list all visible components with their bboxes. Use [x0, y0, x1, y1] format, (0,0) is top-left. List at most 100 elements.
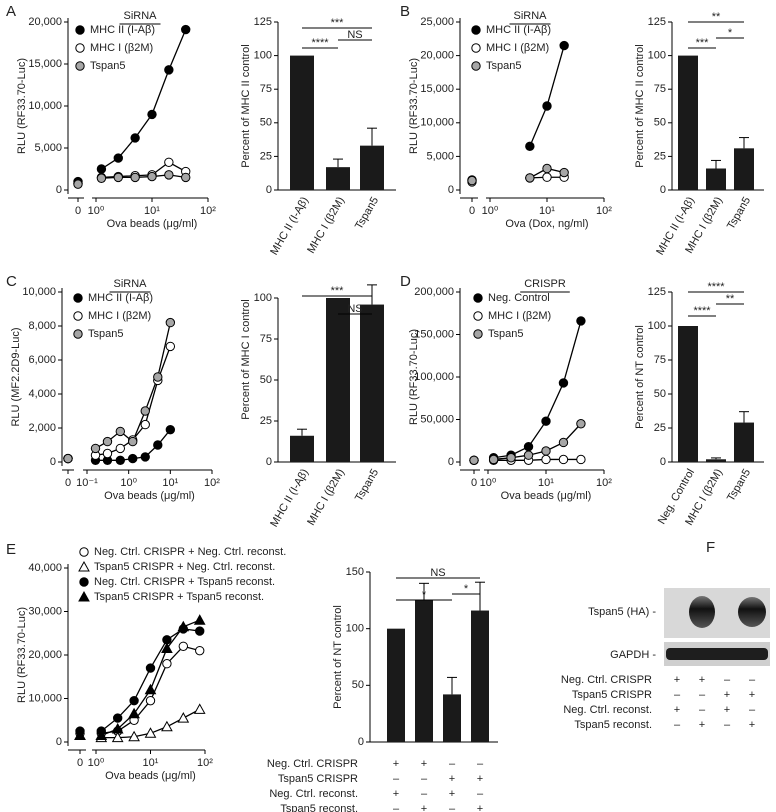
y-tick-label: 100 — [346, 623, 364, 635]
x-tick-label: 10¹ — [538, 477, 554, 489]
y-tick-label: 8,000 — [28, 320, 56, 332]
y-tick-label: 50 — [352, 679, 364, 691]
condition-cell: – — [724, 674, 731, 686]
bar — [443, 694, 461, 742]
legend-label: Neg. Control — [488, 292, 550, 304]
condition-cell: + — [724, 704, 730, 716]
x-tick-label: 10¹ — [539, 205, 555, 217]
condition-cell: + — [749, 689, 755, 701]
condition-cell: + — [674, 674, 680, 686]
legend-label: MHC II (I-Aβ) — [486, 24, 551, 36]
y-tick-label: 0 — [660, 184, 666, 196]
marker — [181, 24, 191, 35]
marker — [558, 378, 569, 388]
y-tick-label: 0 — [660, 456, 666, 468]
marker — [128, 453, 138, 464]
x-axis-title: Ova beads (μg/ml) — [105, 770, 196, 782]
legend-label: Neg. Ctrl. CRISPR + Neg. Ctrl. reconst. — [94, 546, 286, 558]
y-tick-label: 125 — [648, 286, 666, 298]
sig-label: *** — [331, 285, 345, 297]
y-tick-label: 0 — [358, 736, 364, 748]
condition-cell: – — [674, 689, 681, 701]
y-tick-label: 10,000 — [28, 100, 62, 112]
marker — [112, 713, 123, 723]
condition-label: Tspan5 CRISPR — [278, 773, 358, 785]
x-tick-label: MHC I (β2M) — [305, 195, 347, 256]
y-tick-label: 0 — [266, 456, 272, 468]
condition-label: Tspan5 reconst. — [574, 719, 652, 731]
marker — [145, 663, 156, 673]
sig-label: *** — [331, 17, 345, 29]
marker — [542, 101, 552, 111]
y-tick-label: 50,000 — [420, 413, 454, 425]
condition-cell: – — [421, 773, 428, 785]
legend-marker — [79, 577, 89, 587]
y-tick-label: 125 — [254, 16, 272, 28]
bar — [706, 459, 726, 462]
bar — [387, 628, 405, 742]
legend-label: MHC I (β2M) — [486, 42, 549, 54]
condition-cell: + — [393, 758, 399, 770]
band — [666, 648, 768, 660]
condition-cell: – — [674, 719, 681, 731]
y-tick-label: 25 — [654, 150, 666, 162]
condition-cell: – — [699, 689, 706, 701]
marker — [177, 620, 190, 632]
x-tick-label: Tspan5 — [725, 467, 753, 504]
y-tick-label: 100 — [254, 292, 272, 304]
marker — [63, 453, 73, 464]
panel-label: D — [400, 273, 411, 290]
marker — [164, 65, 174, 75]
y-tick-label: 0 — [448, 184, 454, 196]
y-tick-label: 5,000 — [34, 142, 62, 154]
marker — [145, 695, 156, 706]
band-label: Tspan5 (HA) - — [588, 606, 656, 618]
condition-cell: + — [477, 773, 483, 785]
marker — [115, 455, 126, 465]
marker — [506, 453, 516, 463]
marker — [193, 614, 206, 625]
y-axis-title: RLU (MF2.2D9-Luc) — [10, 327, 22, 426]
y-tick-label: 100 — [254, 50, 272, 62]
condition-cell: – — [449, 803, 456, 812]
x-tick-label: Tspan5 — [353, 467, 381, 504]
marker — [576, 419, 586, 429]
marker — [165, 317, 176, 328]
x-tick-label: 10¹ — [162, 477, 178, 489]
marker — [576, 454, 586, 465]
sig-label: **** — [311, 37, 329, 49]
bar — [360, 304, 384, 462]
x-tick-label: 10² — [596, 205, 612, 217]
condition-cell: – — [699, 704, 706, 716]
y-tick-label: 20,000 — [28, 649, 62, 661]
condition-cell: – — [749, 674, 756, 686]
marker — [165, 425, 176, 435]
y-tick-label: 75 — [654, 83, 666, 95]
legend-label: MHC I (β2M) — [90, 42, 153, 54]
y-tick-label: 15,000 — [420, 83, 454, 95]
legend-label: Tspan5 — [90, 60, 125, 72]
marker — [488, 454, 499, 465]
marker — [128, 730, 140, 742]
bar — [678, 326, 698, 462]
y-axis-title: Percent of MHC II control — [634, 44, 646, 168]
x-tick-label: 10⁰ — [120, 477, 137, 489]
y-tick-label: 150,000 — [414, 328, 454, 340]
sig-label: NS — [347, 29, 362, 41]
y-axis-title: RLU (RF33.70-Luc) — [16, 607, 28, 703]
marker — [140, 452, 150, 462]
marker — [469, 455, 479, 465]
y-tick-label: 25 — [260, 150, 272, 162]
marker — [525, 141, 535, 152]
y-axis-title: Percent of MHC I control — [240, 299, 252, 419]
x-tick-label: 10¹ — [144, 205, 160, 217]
y-tick-label: 40,000 — [28, 562, 62, 574]
condition-label: Neg. Ctrl. CRISPR — [561, 674, 652, 686]
marker — [96, 164, 107, 174]
marker — [113, 172, 123, 183]
legend-marker — [78, 590, 90, 602]
x-tick-label: 10¹ — [143, 757, 159, 769]
legend-marker — [471, 61, 481, 71]
x-axis-title: Ova beads (μg/ml) — [107, 218, 198, 230]
x-tick-label: MHC II (I-Aβ) — [268, 195, 311, 257]
